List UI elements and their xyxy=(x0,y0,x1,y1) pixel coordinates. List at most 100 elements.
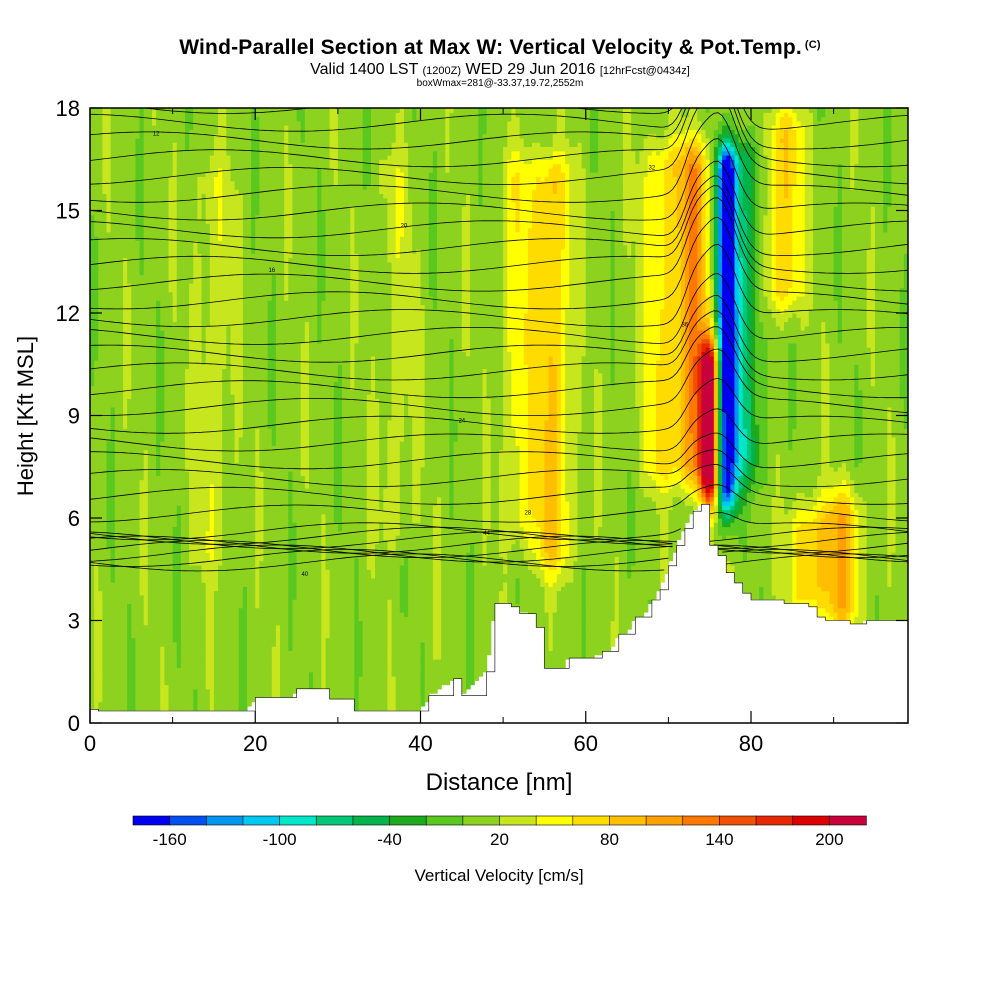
velocity-cell xyxy=(140,283,145,288)
velocity-cell xyxy=(214,296,219,301)
velocity-cell xyxy=(168,317,173,322)
velocity-cell xyxy=(119,527,124,532)
velocity-cell xyxy=(173,527,178,532)
velocity-cell xyxy=(235,578,240,583)
velocity-cell xyxy=(156,424,161,429)
velocity-cell xyxy=(189,262,194,267)
velocity-cell xyxy=(181,420,186,425)
velocity-cell xyxy=(111,279,116,284)
velocity-cell xyxy=(115,416,120,421)
velocity-cell xyxy=(235,655,240,660)
velocity-cell xyxy=(127,697,132,702)
velocity-cell xyxy=(197,646,202,651)
velocity-cell xyxy=(102,347,107,352)
velocity-cell xyxy=(206,667,211,672)
velocity-cell xyxy=(152,509,157,514)
velocity-cell xyxy=(152,236,157,241)
velocity-cell xyxy=(202,151,207,156)
velocity-cell xyxy=(156,501,161,506)
velocity-cell xyxy=(152,416,157,421)
velocity-cell xyxy=(197,539,202,544)
velocity-cell xyxy=(148,706,153,711)
velocity-cell xyxy=(210,633,215,638)
velocity-cell xyxy=(140,296,145,301)
velocity-cell xyxy=(214,697,219,702)
velocity-cell xyxy=(185,578,190,583)
velocity-cell xyxy=(119,232,124,237)
velocity-cell xyxy=(102,300,107,305)
velocity-cell xyxy=(111,548,116,553)
velocity-cell xyxy=(135,599,140,604)
velocity-cell xyxy=(226,215,231,220)
velocity-cell xyxy=(177,646,182,651)
velocity-cell xyxy=(156,125,161,130)
velocity-cell xyxy=(148,462,153,467)
velocity-cell xyxy=(111,377,116,382)
velocity-cell xyxy=(152,351,157,356)
velocity-cell xyxy=(189,351,194,356)
velocity-cell xyxy=(102,215,107,220)
velocity-cell xyxy=(148,351,153,356)
velocity-cell xyxy=(181,206,186,211)
velocity-cell xyxy=(226,424,231,429)
velocity-cell xyxy=(127,621,132,626)
velocity-cell xyxy=(189,159,194,164)
velocity-cell xyxy=(111,369,116,374)
velocity-cell xyxy=(123,228,128,233)
velocity-cell xyxy=(197,706,202,711)
velocity-cell xyxy=(218,650,223,655)
velocity-cell xyxy=(164,287,169,292)
velocity-cell xyxy=(94,539,99,544)
velocity-cell xyxy=(156,522,161,527)
velocity-cell xyxy=(94,279,99,284)
velocity-cell xyxy=(164,676,169,681)
velocity-cell xyxy=(214,189,219,194)
velocity-cell xyxy=(197,125,202,130)
velocity-cell xyxy=(177,223,182,228)
velocity-cell xyxy=(202,480,207,485)
velocity-cell xyxy=(156,582,161,587)
velocity-cell xyxy=(140,569,145,574)
velocity-cell xyxy=(168,411,173,416)
velocity-cell xyxy=(181,360,186,365)
velocity-cell xyxy=(115,595,120,600)
velocity-cell xyxy=(193,377,198,382)
velocity-cell xyxy=(168,650,173,655)
velocity-cell xyxy=(173,416,178,421)
velocity-cell xyxy=(177,232,182,237)
velocity-cell xyxy=(214,433,219,438)
velocity-cell xyxy=(148,697,153,702)
velocity-cell xyxy=(230,386,235,391)
velocity-cell xyxy=(226,454,231,459)
velocity-cell xyxy=(230,522,235,527)
velocity-cell xyxy=(111,629,116,634)
velocity-cell xyxy=(144,616,149,621)
velocity-cell xyxy=(173,642,178,647)
velocity-cell xyxy=(102,176,107,181)
velocity-cell xyxy=(94,356,99,361)
velocity-cell xyxy=(226,561,231,566)
velocity-cell xyxy=(214,612,219,617)
velocity-cell xyxy=(181,364,186,369)
velocity-cell xyxy=(98,249,103,254)
velocity-cell xyxy=(230,509,235,514)
velocity-cell xyxy=(177,591,182,596)
velocity-cell xyxy=(173,112,178,117)
velocity-cell xyxy=(144,497,149,502)
velocity-cell xyxy=(148,309,153,314)
velocity-cell xyxy=(98,578,103,583)
velocity-cell xyxy=(214,398,219,403)
velocity-cell xyxy=(181,164,186,169)
velocity-cell xyxy=(140,211,145,216)
velocity-cell xyxy=(107,403,112,408)
velocity-cell xyxy=(131,326,136,331)
velocity-cell xyxy=(197,142,202,147)
velocity-cell xyxy=(202,595,207,600)
velocity-cell xyxy=(148,603,153,608)
velocity-cell xyxy=(181,556,186,561)
velocity-cell xyxy=(202,398,207,403)
velocity-cell xyxy=(235,663,240,668)
velocity-cell xyxy=(214,262,219,267)
velocity-cell xyxy=(144,433,149,438)
velocity-cell xyxy=(185,680,190,685)
